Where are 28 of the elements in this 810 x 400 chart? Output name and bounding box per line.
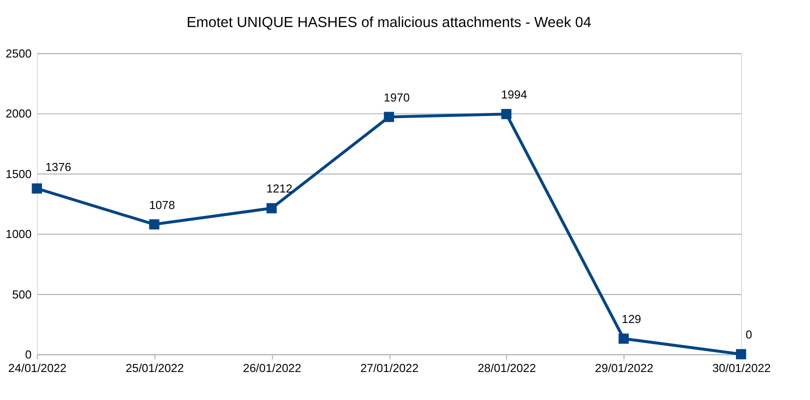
point (32, 183, 42, 194)
point (149, 219, 160, 230)
chart-title: Emotet UNIQUE HASHES of malicious attachments - Week 04 (186, 14, 592, 31)
x-tick-label: 28/01/2022 (478, 362, 536, 376)
point (384, 112, 394, 122)
x-tick-label: 27/01/2022 (360, 362, 419, 376)
x-tick-label: 25/01/2022 (126, 362, 184, 376)
point (266, 203, 277, 214)
y-tick-label: 500 (12, 288, 32, 302)
x-tick-label: 30/01/2022 (712, 362, 771, 376)
x-tick-label: 26/01/2022 (242, 362, 302, 376)
y-tick-label: 1000 (6, 228, 32, 242)
data-label: 1078 (149, 198, 175, 212)
y-tick-label: 0 (25, 348, 32, 362)
data-label: 1376 (45, 161, 72, 174)
point (501, 108, 512, 120)
y-tick-label: 1500 (6, 168, 32, 181)
data-label: 1212 (266, 182, 292, 196)
point (618, 334, 629, 344)
data-label: 129 (622, 313, 642, 326)
y-tick-label: 2000 (6, 108, 32, 121)
y-tick-label: 2500 (6, 47, 32, 60)
point (736, 349, 746, 360)
x-tick-label: 29/01/2022 (595, 362, 654, 376)
data-label: 1970 (384, 91, 410, 104)
data-label: 0 (746, 328, 753, 342)
x-tick-label: 24/01/2022 (8, 362, 67, 376)
data-label: 1994 (501, 88, 528, 102)
